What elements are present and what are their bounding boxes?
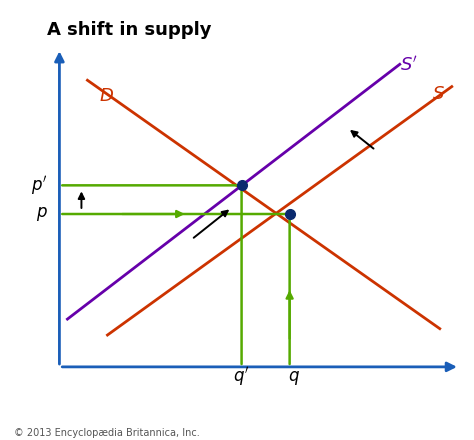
Text: $D$: $D$	[100, 87, 114, 105]
Text: © 2013 Encyclopædia Britannica, Inc.: © 2013 Encyclopædia Britannica, Inc.	[14, 428, 200, 438]
Text: $p'$: $p'$	[31, 174, 47, 197]
Text: $S$: $S$	[432, 85, 445, 103]
Text: $q$: $q$	[288, 369, 300, 387]
Text: A shift in supply: A shift in supply	[47, 21, 212, 39]
Text: $q'$: $q'$	[233, 365, 250, 388]
Text: $p$: $p$	[36, 205, 47, 223]
Text: $S'$: $S'$	[400, 56, 418, 75]
